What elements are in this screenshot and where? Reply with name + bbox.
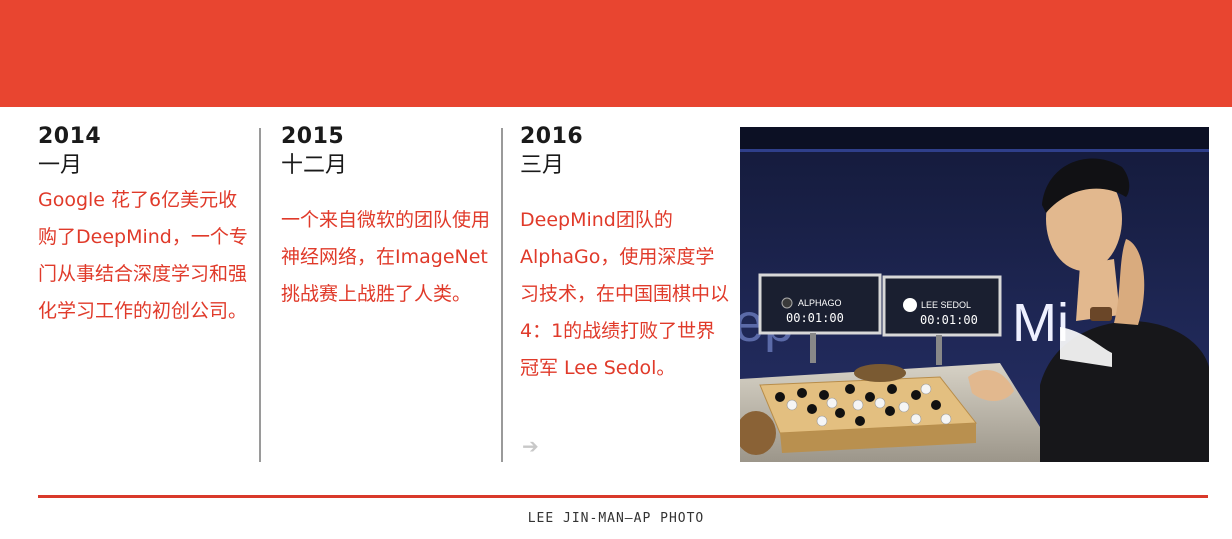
- timeline-entry-2016: 2016 三月 DeepMind团队的AlphaGo，使用深度学习技术，在中国围…: [520, 124, 732, 387]
- arrow-right-icon[interactable]: ➔: [522, 434, 539, 458]
- column-divider: [501, 128, 503, 462]
- month-label: 一月: [38, 153, 83, 178]
- timeline-entry-2015: 2015 十二月 一个来自微软的团队使用神经网络，在ImageNet挑战赛上战胜…: [281, 124, 493, 313]
- banner-text: Mi: [1012, 293, 1069, 353]
- footer-rule: [38, 495, 1208, 498]
- screen-left-name: ALPHAGO: [798, 298, 842, 308]
- entry-description: 一个来自微软的团队使用神经网络，在ImageNet挑战赛上战胜了人类。: [281, 209, 491, 305]
- screen-right-time: 00:01:00: [920, 313, 978, 327]
- month-label: 十二月: [281, 153, 348, 178]
- entry-description: DeepMind团队的AlphaGo，使用深度学习技术，在中国围棋中以4：1的战…: [520, 209, 730, 379]
- header-band: [0, 0, 1232, 107]
- screen-left-time: 00:01:00: [786, 311, 844, 325]
- match-photo: Mi ep ALPHAGO 00:01:00 LEE SEDOL 00:01:0…: [740, 127, 1209, 462]
- month-label: 三月: [520, 153, 565, 178]
- screen-right-name: LEE SEDOL: [921, 300, 971, 310]
- column-divider: [259, 128, 261, 462]
- year-label: 2016: [520, 124, 584, 149]
- year-label: 2015: [281, 124, 345, 149]
- photo-credit: LEE JIN-MAN—AP PHOTO: [527, 511, 705, 526]
- entry-description: Google 花了6亿美元收购了DeepMind，一个专门从事结合深度学习和强化…: [38, 189, 248, 322]
- photo-illustration: Mi ep ALPHAGO 00:01:00 LEE SEDOL 00:01:0…: [740, 127, 1209, 462]
- year-label: 2014: [38, 124, 102, 149]
- timeline-entry-2014: 2014 一月 Google 花了6亿美元收购了DeepMind，一个专门从事结…: [38, 124, 253, 330]
